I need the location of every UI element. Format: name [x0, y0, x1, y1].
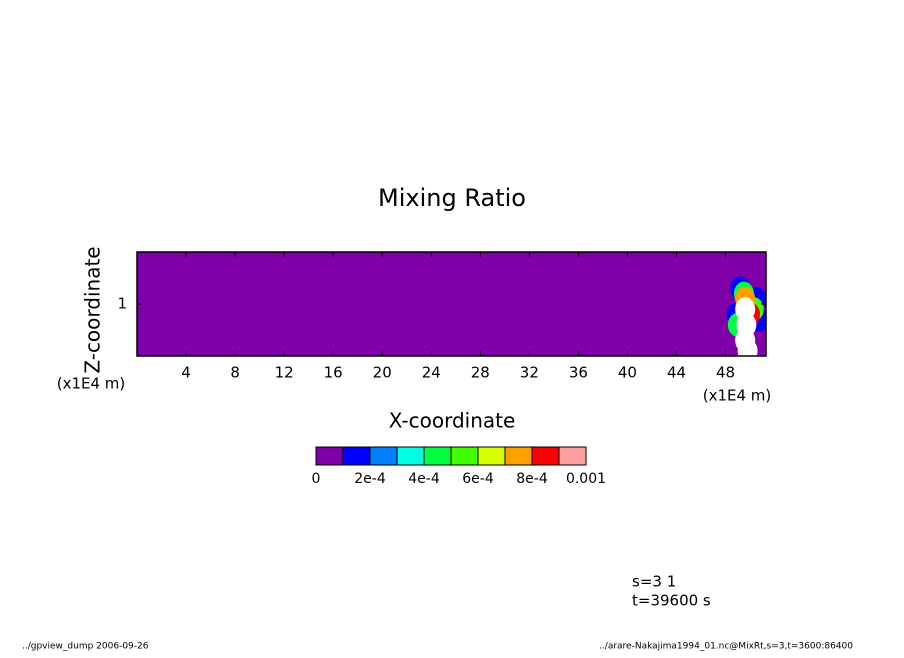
x-tick-label: 8 [230, 364, 240, 382]
x-tick-label: 40 [618, 364, 637, 382]
colorbar-cell [531, 446, 560, 466]
colorbar-cell [342, 446, 371, 466]
x-tick-label: 20 [373, 364, 392, 382]
colorbar-label: 2e-4 [354, 471, 386, 487]
colorbar-cell [423, 446, 452, 466]
y-tick-label: 1 [117, 295, 127, 313]
colorbar-label: 0.001 [566, 471, 606, 487]
chart-title: Mixing Ratio [378, 184, 526, 212]
x-unit: (x1E4 m) [703, 387, 772, 405]
step-info: s=3 1 [632, 573, 676, 591]
time-info: t=39600 s [632, 592, 711, 610]
colorbar-label: 6e-4 [462, 471, 494, 487]
x-tick-label: 4 [181, 364, 191, 382]
x-axis-label: X-coordinate [389, 409, 516, 433]
footer-right: ../arare-Nakajima1994_01.nc@MixRt,s=3,t=… [599, 642, 853, 652]
colorbar-label: 8e-4 [516, 471, 548, 487]
colorbar-cell [369, 446, 398, 466]
colorbar-cell [450, 446, 479, 466]
colorbar-label: 0 [312, 471, 321, 487]
field-background [137, 252, 766, 356]
field-cells [726, 276, 766, 356]
colorbar-cell [558, 446, 587, 466]
x-tick-label: 36 [569, 364, 588, 382]
colorbar-cell [477, 446, 506, 466]
footer-left: ../gpview_dump 2006-09-26 [22, 642, 149, 652]
y-axis-label: Z-coordinate [81, 246, 105, 373]
x-tick-label: 44 [667, 364, 686, 382]
field-cell [737, 338, 758, 356]
colorbar-cell [315, 446, 344, 466]
x-tick-label: 28 [471, 364, 490, 382]
x-tick-label: 32 [520, 364, 539, 382]
x-tick-label: 24 [422, 364, 441, 382]
x-tick-label: 12 [275, 364, 294, 382]
y-unit: (x1E4 m) [57, 375, 126, 393]
colorbar-cell [396, 446, 425, 466]
x-tick-label: 48 [716, 364, 735, 382]
colorbar-label: 4e-4 [408, 471, 440, 487]
colorbar-cell [504, 446, 533, 466]
x-tick-label: 16 [324, 364, 343, 382]
